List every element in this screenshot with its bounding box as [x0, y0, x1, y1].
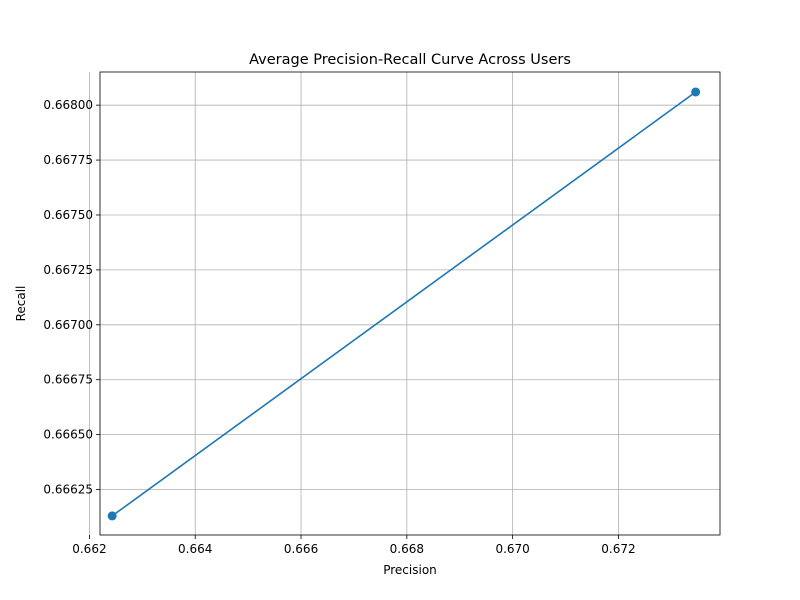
- y-tick-label: 0.66650: [43, 428, 93, 442]
- series-line: [111, 91, 697, 517]
- x-tick-label: 0.666: [284, 542, 318, 556]
- x-axis-label: Precision: [383, 563, 437, 577]
- y-tick-label: 0.66750: [43, 208, 93, 222]
- y-tick-label: 0.66800: [43, 98, 93, 112]
- y-tick-label: 0.66775: [43, 153, 93, 167]
- x-tick-label: 0.672: [601, 542, 635, 556]
- y-tick-label: 0.66700: [43, 318, 93, 332]
- y-ticks: 0.66625 0.66650 0.66675 0.66700 0.66725 0.667…: [43, 98, 100, 497]
- data-point: [107, 511, 117, 521]
- x-tick-label: 0.670: [495, 542, 529, 556]
- y-tick-label: 0.66625: [43, 483, 93, 497]
- x-tick-label: 0.668: [390, 542, 424, 556]
- data-point: [691, 87, 701, 97]
- y-axis-label: Recall: [14, 286, 28, 322]
- y-tick-label: 0.66675: [43, 373, 93, 387]
- grid-lines: [89, 72, 720, 535]
- x-tick-label: 0.664: [178, 542, 212, 556]
- series-layer: [107, 87, 701, 521]
- chart-title: Average Precision-Recall Curve Across Us…: [249, 52, 571, 68]
- x-tick-label: 0.662: [72, 542, 106, 556]
- y-tick-label: 0.66725: [43, 263, 93, 277]
- axes-spines: [99, 71, 721, 536]
- x-ticks: 0.662 0.664 0.666 0.668 0.670 0.672: [72, 535, 636, 556]
